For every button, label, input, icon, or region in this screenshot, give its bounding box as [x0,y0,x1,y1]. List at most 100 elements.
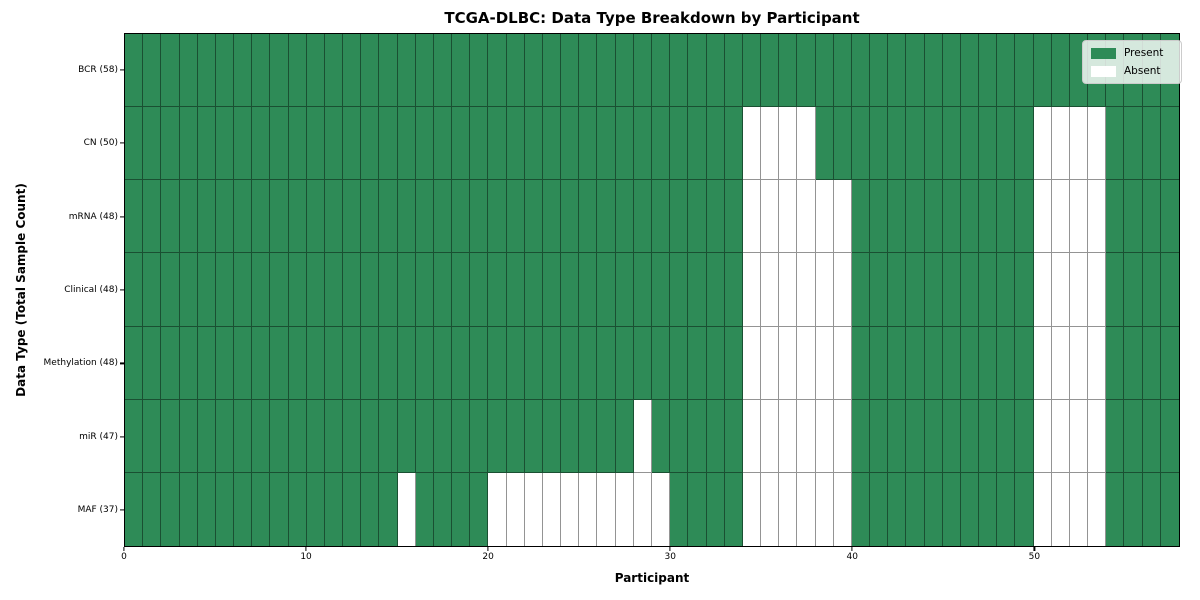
heatmap-cell [1124,326,1143,400]
heatmap-cell [288,180,307,254]
heatmap-cell [651,34,671,108]
heatmap-cell [415,472,434,546]
heatmap-cell [1015,472,1034,546]
heatmap-cell [906,107,925,181]
heatmap-cell [524,472,543,546]
y-tick-mark [120,289,124,291]
heatmap-cell [306,34,325,108]
heatmap-cell [488,180,507,254]
heatmap-cell [506,107,525,181]
heatmap-cell [742,472,762,546]
heatmap-cell [179,34,198,108]
heatmap-cell [161,472,180,546]
heatmap-cell [979,326,998,400]
heatmap-cell [1124,472,1143,546]
x-tick-label: 40 [846,552,858,562]
heatmap-cell [397,472,416,546]
x-tick-mark [1033,547,1035,551]
heatmap-cell [724,326,743,400]
heatmap-cell [161,326,180,400]
heatmap-cell [215,326,235,400]
heatmap-cell [179,399,198,473]
heatmap-cell [125,180,144,254]
heatmap-cell [361,107,380,181]
heatmap-cell [597,107,616,181]
heatmap-cell [651,107,671,181]
heatmap-cell [470,399,489,473]
heatmap-cell [234,472,253,546]
heatmap-cell [742,34,762,108]
heatmap-cell [779,472,798,546]
heatmap-cell [888,107,907,181]
heatmap-cell [161,107,180,181]
heatmap-cell [1069,253,1089,327]
heatmap-cell [761,399,780,473]
heatmap-cell [542,326,562,400]
heatmap-cell [924,253,943,327]
heatmap-cell [615,34,634,108]
heatmap-cell [561,107,580,181]
heatmap-cell [651,399,671,473]
heatmap-cell [397,253,416,327]
heatmap-cell [724,472,743,546]
heatmap-cell [270,399,289,473]
heatmap-cell [288,253,307,327]
heatmap-cell [761,34,780,108]
heatmap-cell [470,107,489,181]
heatmap-cell [833,180,852,254]
heatmap-cell [797,326,816,400]
heatmap-cell [415,253,434,327]
heatmap-cell [506,326,525,400]
heatmap-cell [524,399,543,473]
heatmap-cell [415,180,434,254]
heatmap-cell [597,399,616,473]
y-tick-label: BCR (58) [78,64,118,75]
present-swatch [1091,47,1116,59]
heatmap-cell [179,180,198,254]
y-axis-title: Data Type (Total Sample Count) [14,183,28,397]
heatmap-cell [143,253,162,327]
heatmap-cell [179,326,198,400]
legend-item-present: Present [1091,47,1173,59]
heatmap-cell [761,326,780,400]
heatmap-cell [615,399,634,473]
heatmap-cell [125,34,144,108]
heatmap-cell [397,326,416,400]
heatmap-grid [125,34,1179,546]
heatmap-cell [397,107,416,181]
heatmap-cell [488,326,507,400]
heatmap-cell [252,253,271,327]
heatmap-cell [579,107,598,181]
heatmap-cell [851,253,871,327]
heatmap-cell [433,107,453,181]
heatmap-cell [524,326,543,400]
heatmap-cell [997,107,1016,181]
heatmap-cell [379,399,398,473]
heatmap-cell [197,399,216,473]
heatmap-cell [924,399,943,473]
heatmap-cell [215,34,235,108]
heatmap-cell [1015,180,1034,254]
heatmap-cell [779,34,798,108]
heatmap-cell [924,107,943,181]
heatmap-cell [779,326,798,400]
heatmap-cell [870,180,889,254]
heatmap-cell [651,472,671,546]
heatmap-cell [542,107,562,181]
heatmap-cell [924,326,943,400]
heatmap-cell [1142,399,1161,473]
heatmap-cell [724,107,743,181]
heatmap-cell [1015,107,1034,181]
heatmap-cell [1033,326,1052,400]
heatmap-cell [125,399,144,473]
heatmap-cell [870,253,889,327]
heatmap-cell [833,107,852,181]
heatmap-cell [633,472,652,546]
heatmap-cell [1069,180,1089,254]
heatmap-cell [670,34,689,108]
heatmap-cell [488,472,507,546]
heatmap-cell [706,107,725,181]
heatmap-cell [615,107,634,181]
heatmap-cell [143,34,162,108]
heatmap-cell [797,472,816,546]
